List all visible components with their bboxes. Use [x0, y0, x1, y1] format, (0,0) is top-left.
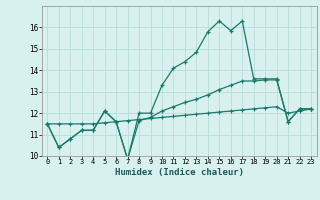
- X-axis label: Humidex (Indice chaleur): Humidex (Indice chaleur): [115, 168, 244, 177]
